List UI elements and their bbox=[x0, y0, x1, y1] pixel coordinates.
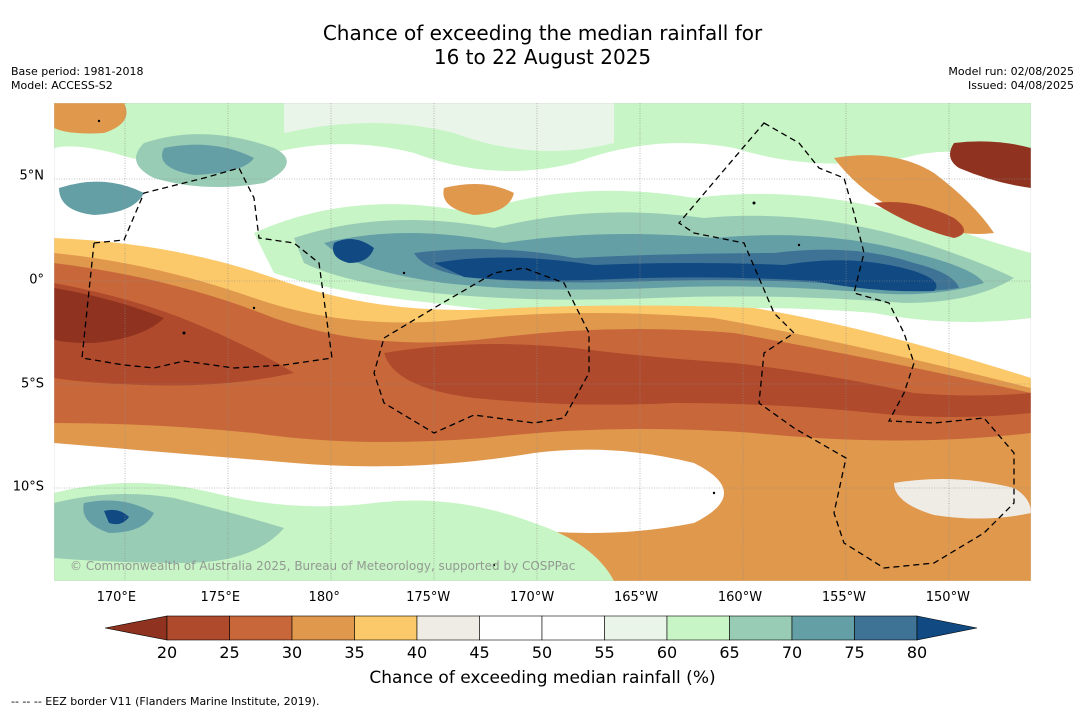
map-title-line2: 16 to 22 August 2025 bbox=[433, 45, 652, 69]
colorbar-tick-label: 20 bbox=[156, 643, 178, 662]
colorbar-segment bbox=[354, 615, 418, 641]
model-run: Model run: 02/08/2025 bbox=[948, 65, 1074, 78]
y-tick-label: 0° bbox=[29, 272, 44, 288]
colorbar-segment bbox=[229, 615, 293, 641]
colorbar-segment bbox=[541, 615, 605, 641]
y-tick-label: 10°S bbox=[12, 479, 44, 495]
map-region-dry-darkest bbox=[54, 288, 164, 343]
copyright-notice: © Commonwealth of Australia 2025, Bureau… bbox=[70, 559, 576, 573]
colorbar-segment bbox=[416, 615, 480, 641]
colorbar-tick-label: 35 bbox=[344, 643, 365, 662]
meta-right: Model run: 02/08/2025 Issued: 04/08/2025 bbox=[948, 65, 1074, 93]
colorbar-segment bbox=[729, 615, 793, 641]
x-tick-label: 175°E bbox=[200, 590, 241, 605]
colorbar-tick-label: 25 bbox=[219, 643, 240, 662]
map-region-south-core bbox=[104, 509, 129, 525]
colorbar-tick-label: 55 bbox=[594, 643, 615, 662]
base-period: Base period: 1981-2018 bbox=[11, 65, 144, 78]
x-tick-label: 160°W bbox=[717, 590, 763, 605]
map-gridlines bbox=[54, 103, 1031, 581]
colorbar-tick-label: 40 bbox=[406, 643, 428, 662]
x-tick-label: 170°E bbox=[96, 590, 137, 605]
map-title-line1: Chance of exceeding the median rainfall … bbox=[322, 21, 763, 45]
map-region-north-lightgreen bbox=[284, 103, 614, 151]
map-region-core-west bbox=[333, 239, 374, 263]
colorbar bbox=[105, 615, 978, 641]
model-name: Model: ACCESS-S2 bbox=[11, 79, 113, 92]
x-tick-label: 165°W bbox=[613, 590, 659, 605]
colorbar-segment bbox=[604, 615, 668, 641]
eez-borders bbox=[81, 122, 1015, 569]
map-region-west-teal bbox=[59, 181, 144, 215]
map-region-north-orange bbox=[443, 184, 514, 215]
x-tick-label: 150°W bbox=[925, 590, 970, 605]
meta-left: Base period: 1981-2018 Model: ACCESS-S2 bbox=[11, 65, 143, 93]
colorbar-extend-high bbox=[916, 615, 978, 641]
map-region-nw-blue bbox=[162, 144, 254, 175]
colorbar-tick-label: 30 bbox=[281, 643, 303, 662]
y-tick-label: 5°S bbox=[20, 376, 44, 392]
colorbar-tick-label: 45 bbox=[469, 643, 490, 662]
map-region-ne-cell bbox=[874, 202, 964, 238]
colorbar-segment bbox=[854, 615, 918, 641]
colorbar-tick-label: 70 bbox=[781, 643, 803, 662]
colorbar-segment bbox=[666, 615, 730, 641]
colorbar-tick-label: 80 bbox=[906, 643, 928, 662]
x-tick-label: 155°W bbox=[821, 590, 866, 605]
eez-legend-footer: -- -- -- EEZ border V11 (Flanders Marine… bbox=[11, 695, 320, 708]
x-tick-label: 175°W bbox=[406, 590, 451, 605]
colorbar-tick-label: 65 bbox=[719, 643, 740, 662]
colorbar-extend-low bbox=[105, 615, 168, 641]
colorbar-label: Chance of exceeding median rainfall (%) bbox=[369, 668, 716, 688]
x-tick-label: 170°W bbox=[510, 590, 555, 605]
map-region-ne-orange bbox=[834, 155, 994, 234]
colorbar-tick-label: 75 bbox=[844, 643, 865, 662]
colorbar-segment bbox=[166, 615, 230, 641]
x-tick-label: 180° bbox=[308, 590, 340, 605]
map-region-dry-brown-mid bbox=[384, 344, 1031, 417]
map-region-ne-top bbox=[950, 141, 1031, 188]
colorbar-segment bbox=[791, 615, 855, 641]
colorbar-tick-label: 60 bbox=[656, 643, 678, 662]
issued-date: Issued: 04/08/2025 bbox=[967, 79, 1074, 92]
colorbar-segment bbox=[291, 615, 355, 641]
y-tick-label: 5°N bbox=[19, 168, 45, 184]
map-region-se-white bbox=[894, 479, 1031, 519]
colorbar-tick-label: 50 bbox=[531, 643, 553, 662]
map-region-nw-orange bbox=[54, 103, 127, 134]
map-region-band-core bbox=[434, 257, 937, 292]
colorbar-segment bbox=[479, 615, 543, 641]
islands bbox=[97, 119, 801, 567]
rainfall-map bbox=[54, 103, 1031, 581]
